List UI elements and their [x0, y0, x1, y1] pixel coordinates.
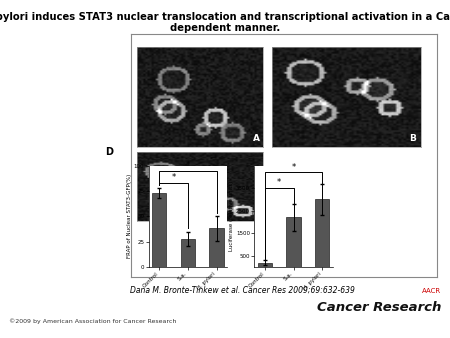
- Text: AACR: AACR: [422, 288, 441, 294]
- Text: H. pylori induces STAT3 nuclear translocation and transcriptional activation in : H. pylori induces STAT3 nuclear transloc…: [0, 12, 450, 33]
- Text: C: C: [253, 210, 260, 219]
- Text: B: B: [410, 134, 416, 143]
- Y-axis label: Luciferase (relative units): Luciferase (relative units): [229, 181, 234, 251]
- Bar: [315, 199, 329, 267]
- Y-axis label: FRAP of Nuclear STAT3-GFP(%): FRAP of Nuclear STAT3-GFP(%): [127, 174, 132, 259]
- Bar: [209, 228, 224, 267]
- Text: *: *: [186, 161, 190, 170]
- Text: *: *: [277, 178, 281, 188]
- Text: Cancer Research: Cancer Research: [317, 301, 441, 314]
- Bar: [287, 217, 301, 267]
- Bar: [181, 239, 195, 267]
- Text: D: D: [105, 147, 113, 158]
- Text: *: *: [292, 163, 296, 172]
- Text: ©2009 by American Association for Cancer Research: ©2009 by American Association for Cancer…: [9, 319, 176, 324]
- Bar: [152, 193, 166, 267]
- Bar: [258, 263, 272, 267]
- Text: *: *: [171, 173, 176, 182]
- Text: A: A: [252, 134, 260, 143]
- Text: Dana M. Bronte-Tinkew et al. Cancer Res 2009;69:632-639: Dana M. Bronte-Tinkew et al. Cancer Res …: [130, 286, 356, 295]
